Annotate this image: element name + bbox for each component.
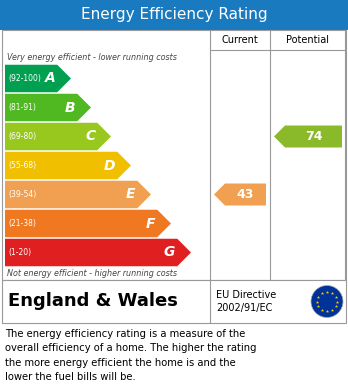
Polygon shape [5,210,171,237]
Text: (1-20): (1-20) [8,248,31,257]
Text: 74: 74 [305,130,322,143]
Text: England & Wales: England & Wales [8,292,178,310]
Text: A: A [45,72,55,86]
Text: (39-54): (39-54) [8,190,36,199]
Text: 2002/91/EC: 2002/91/EC [216,303,272,313]
Text: EU Directive: EU Directive [216,290,276,300]
Bar [2,280,346,323]
Text: C: C [85,129,95,143]
Text: Potential: Potential [286,35,329,45]
Text: (81-91): (81-91) [8,103,36,112]
Text: Current: Current [222,35,258,45]
Polygon shape [5,152,131,179]
Bar [2,30,346,280]
Circle shape [311,285,343,317]
Text: Not energy efficient - higher running costs: Not energy efficient - higher running co… [7,269,177,278]
Text: G: G [164,246,175,260]
Text: Very energy efficient - lower running costs: Very energy efficient - lower running co… [7,52,177,61]
Text: (55-68): (55-68) [8,161,36,170]
Polygon shape [5,123,111,150]
Text: 43: 43 [237,188,254,201]
Polygon shape [5,65,71,92]
Text: D: D [104,158,115,172]
Polygon shape [5,181,151,208]
Text: (92-100): (92-100) [8,74,41,83]
Text: (69-80): (69-80) [8,132,36,141]
Polygon shape [214,183,266,206]
Text: (21-38): (21-38) [8,219,36,228]
Polygon shape [5,94,91,121]
Text: B: B [65,100,75,115]
Text: E: E [126,188,135,201]
Polygon shape [274,126,342,147]
Text: Energy Efficiency Rating: Energy Efficiency Rating [81,7,267,23]
Text: F: F [146,217,155,231]
Polygon shape [5,239,191,266]
Text: The energy efficiency rating is a measure of the
overall efficiency of a home. T: The energy efficiency rating is a measur… [5,329,256,382]
Bar [0,0,348,30]
